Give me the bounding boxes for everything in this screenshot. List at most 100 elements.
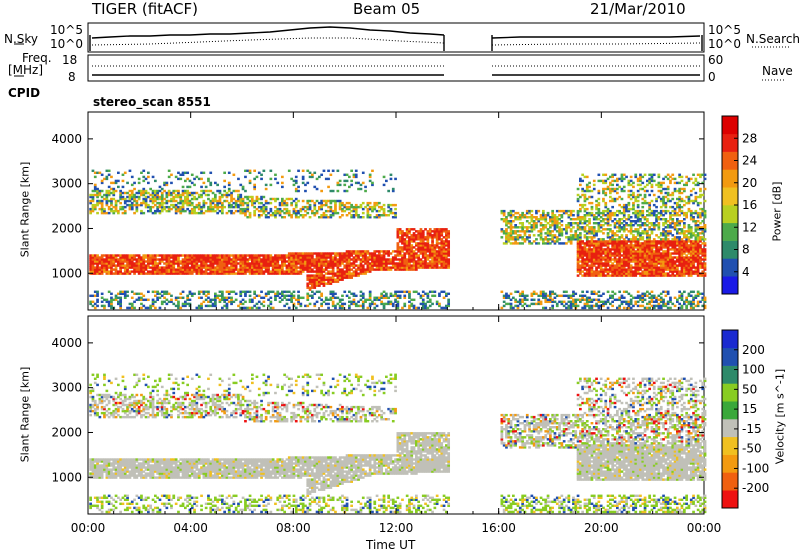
data-cell (592, 226, 596, 229)
data-cell (137, 264, 141, 267)
data-cell (285, 203, 289, 207)
data-cell (204, 266, 208, 269)
data-cell (371, 300, 374, 304)
data-cell (350, 268, 354, 271)
data-cell (632, 236, 635, 239)
data-cell (648, 205, 652, 209)
data-cell (579, 238, 582, 241)
data-cell (435, 302, 439, 306)
data-cell (197, 268, 201, 271)
data-cell (304, 268, 307, 271)
data-cell (597, 300, 601, 304)
data-cell (585, 264, 589, 267)
data-cell (373, 268, 377, 271)
nsky-left-tick-top: 10^5 (50, 23, 83, 37)
data-cell (278, 296, 282, 300)
data-cell (216, 272, 220, 275)
data-cell (606, 250, 610, 253)
data-cell (650, 294, 654, 298)
data-cell (604, 268, 608, 271)
data-cell (202, 256, 206, 259)
data-cell (648, 228, 652, 231)
data-cell (221, 209, 224, 213)
data-cell (100, 272, 104, 275)
data-cell (602, 264, 605, 267)
data-cell (114, 258, 118, 261)
data-cell (516, 300, 520, 304)
data-cell (569, 214, 573, 217)
data-cell (304, 304, 307, 308)
data-cell (223, 199, 227, 203)
data-cell (304, 189, 307, 193)
data-cell (618, 242, 622, 245)
data-cell (209, 300, 213, 304)
data-cell (639, 304, 642, 308)
data-cell (91, 304, 95, 308)
freq-strip-frame (87, 54, 705, 82)
data-cell (320, 262, 324, 265)
data-cell (151, 268, 155, 271)
data-cell (620, 264, 624, 267)
data-cell (237, 177, 240, 181)
data-cell (177, 193, 180, 197)
data-cell (576, 264, 580, 267)
data-cell (442, 246, 446, 249)
data-cell (583, 199, 587, 203)
data-cell (251, 260, 254, 263)
data-cell (431, 246, 434, 249)
data-cell (507, 302, 511, 306)
data-cell (221, 205, 224, 209)
data-cell (156, 292, 160, 296)
data-cell (588, 248, 591, 251)
data-cell (433, 228, 437, 231)
data-cell (100, 201, 104, 205)
data-cell (290, 294, 294, 298)
data-cell (421, 256, 425, 259)
data-cell (500, 209, 504, 213)
data-cell (426, 306, 430, 310)
data-cell (137, 181, 141, 185)
data-cell (391, 211, 395, 215)
data-cell (361, 171, 365, 175)
data-cell (190, 270, 194, 273)
data-cell (255, 199, 259, 203)
data-cell (320, 254, 324, 257)
data-cell (345, 205, 349, 209)
data-cell (648, 181, 652, 185)
data-cell (405, 234, 409, 237)
data-cell (502, 232, 506, 235)
data-cell (609, 214, 612, 217)
data-cell (435, 266, 439, 269)
data-cell (230, 262, 233, 265)
data-cell (558, 222, 561, 225)
data-cell (408, 294, 411, 298)
data-cell (385, 266, 388, 269)
data-cell (435, 244, 439, 247)
data-cell (126, 258, 129, 261)
data-cell (394, 258, 397, 261)
data-cell (110, 191, 113, 195)
data-cell (324, 256, 328, 259)
cpid-label: CPID (8, 86, 41, 100)
data-cell (354, 175, 358, 179)
data-cell (597, 230, 601, 233)
data-cell (160, 294, 164, 298)
data-cell (421, 298, 425, 302)
data-cell (597, 304, 601, 308)
data-cell (188, 260, 192, 263)
data-cell (632, 270, 635, 273)
data-cell (613, 244, 617, 247)
data-cell (650, 254, 654, 257)
data-cell (604, 222, 608, 225)
data-cell (308, 266, 312, 269)
data-cell (117, 262, 120, 265)
data-cell (140, 260, 143, 263)
data-cell (583, 258, 587, 261)
data-cell (100, 205, 104, 209)
data-cell (251, 270, 254, 273)
data-cell (602, 220, 605, 223)
data-cell (567, 222, 571, 225)
data-cell (135, 258, 139, 261)
data-cell (387, 209, 391, 213)
data-cell (301, 199, 305, 203)
